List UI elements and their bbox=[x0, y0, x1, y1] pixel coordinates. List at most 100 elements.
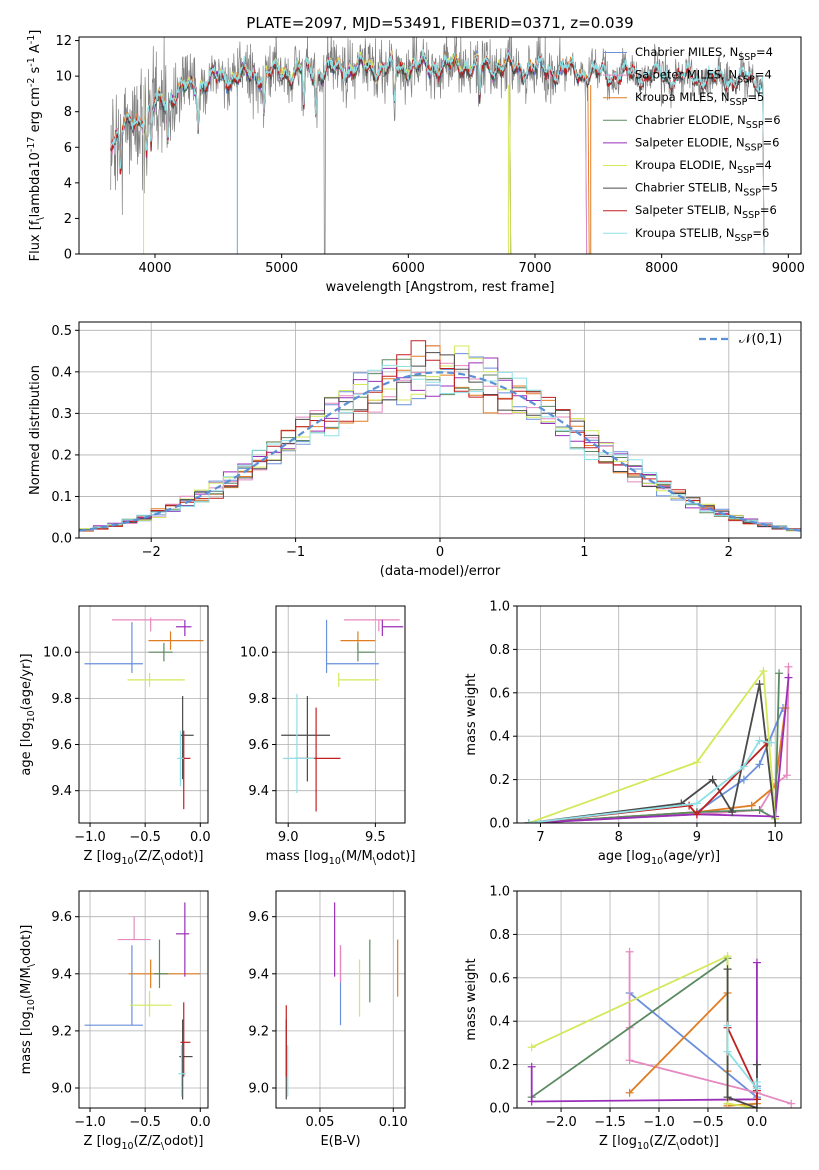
y-tick-label: 0.1 bbox=[51, 490, 72, 505]
y-tick-label: 0.6 bbox=[489, 971, 510, 986]
y-tick-label: 0.8 bbox=[489, 643, 510, 658]
model-line bbox=[110, 48, 765, 254]
weight-line bbox=[531, 954, 758, 1108]
x-tick-label: 0 bbox=[436, 545, 444, 560]
axes-layer: 4000 5000 6000 7000 8000 9000024681012wavelen… bbox=[19, 30, 805, 1152]
y-axis-label: Normed distribution bbox=[28, 365, 43, 495]
legend-entry: Kroupa ELODIE, NSSP=4 bbox=[635, 158, 772, 176]
x-tick-label: 0.0 bbox=[190, 830, 211, 845]
axes-frame bbox=[78, 36, 802, 255]
y-tick-label: 0.6 bbox=[489, 686, 510, 701]
plot-weight_vs_age bbox=[524, 662, 793, 823]
plot-mass_vs_ebv bbox=[285, 902, 399, 1100]
y-tick-label: 9.0 bbox=[51, 1082, 72, 1097]
axes-age_vs_Z: −1.0 −0.5 0.0 9.4 9.6 9.8 10.0 Z [log10(Z/Z\odo… bbox=[19, 605, 211, 867]
x-tick-label: −0.5 bbox=[129, 1115, 161, 1130]
weight-line bbox=[629, 992, 758, 1100]
weight-line bbox=[528, 673, 780, 823]
y-axis-label: mass weight bbox=[464, 673, 479, 755]
axes-frame bbox=[516, 890, 802, 1109]
model-line bbox=[110, 53, 765, 254]
x-tick-label: −2 bbox=[142, 545, 161, 560]
grid-age_vs_mass bbox=[276, 606, 405, 823]
x-tick-label: 0.10 bbox=[379, 1115, 408, 1130]
axis-mass_vs_Z: −1.0 −0.5 0.0 9.0 9.2 9.4 9.6 Z [log10(Z/Z\odot… bbox=[19, 890, 211, 1152]
axes-residuals: −2 −1 0 1 2 0.0 0.1 0.2 0.3 0.4 0.5 (data-model)/er… bbox=[28, 321, 802, 579]
axis-residuals: −2 −1 0 1 2 0.0 0.1 0.2 0.3 0.4 0.5 (data-model)/er… bbox=[28, 321, 802, 579]
y-tick-label: 0.5 bbox=[51, 324, 72, 339]
legend-entry: Salpeter STELIB, NSSP=6 bbox=[635, 203, 777, 221]
y-tick-label: 12 bbox=[55, 34, 72, 49]
legend-entry: Kroupa STELIB, NSSP=6 bbox=[635, 226, 769, 244]
y-tick-label: 0.2 bbox=[51, 448, 72, 463]
axis-spectrum: 4000 5000 6000 7000 8000 9000 0 2 4 6 8 10 12 wavelen… bbox=[26, 30, 805, 295]
y-tick-label: 9.2 bbox=[248, 1024, 269, 1039]
y-tick-label: 0.2 bbox=[489, 773, 510, 788]
x-axis-label: wavelength [Angstrom, rest frame] bbox=[326, 280, 555, 295]
y-tick-label: 0.0 bbox=[51, 532, 72, 547]
y-tick-label: 0.2 bbox=[489, 1058, 510, 1073]
y-tick-label: 9.8 bbox=[51, 692, 72, 707]
y-tick-label: 9.4 bbox=[51, 784, 72, 799]
y-tick-label: 4 bbox=[64, 176, 72, 191]
axis-age_vs_Z: −1.0 −0.5 0.0 9.4 9.6 9.8 10.0 Z [log10(Z/Z\odo… bbox=[19, 605, 211, 867]
y-tick-label: 0.0 bbox=[489, 817, 510, 832]
x-tick-label: 8 bbox=[615, 830, 623, 845]
y-axis-label: Flux [f\lambda10-17 erg cm-2 s-1 A-1] bbox=[26, 30, 46, 262]
x-tick-label: −0.5 bbox=[129, 830, 161, 845]
axes-mass_vs_Z: −1.0 −0.5 0.0 9.0 9.2 9.4 9.6 Z [log10(Z/Z\odot… bbox=[19, 890, 211, 1152]
legend-entry: Salpeter MILES, NSSP=4 bbox=[635, 68, 772, 86]
x-tick-label: 1 bbox=[580, 545, 588, 560]
y-axis-label: mass weight bbox=[464, 958, 479, 1040]
y-tick-label: 1.0 bbox=[489, 885, 510, 900]
axes-mass_vs_ebv: 0.05 0.10 9.0 9.2 9.4 9.6 E(B-V) bbox=[248, 890, 408, 1149]
y-tick-label: 0.4 bbox=[51, 365, 72, 380]
y-axis-label: age [log10(age/yr)] bbox=[19, 653, 37, 775]
x-tick-label: −1.5 bbox=[594, 1115, 626, 1130]
plot-residuals bbox=[79, 340, 801, 538]
plot-weight_vs_Z bbox=[527, 947, 796, 1108]
axes-weight_vs_age: 7 8 9 10 0.0 0.2 0.4 0.6 0.8 1.0 age [log10(age/yr… bbox=[464, 600, 802, 867]
grid-age_vs_Z bbox=[79, 606, 208, 823]
axes-weight_vs_Z: −2.0 −1.5 −1.0 −0.5 0.0 0.0 0.2 0.4 0.6 0.8 1.0 Z [… bbox=[464, 885, 802, 1152]
axis-weight_vs_age: 7 8 9 10 0.0 0.2 0.4 0.6 0.8 1.0 age [log10(age/yr… bbox=[464, 600, 802, 867]
y-tick-label: 1.0 bbox=[489, 600, 510, 615]
y-tick-label: 0.4 bbox=[489, 1015, 510, 1030]
y-tick-label: 10.0 bbox=[240, 646, 269, 661]
x-tick-label: 7000 bbox=[518, 261, 551, 276]
x-tick-label: −1.0 bbox=[74, 830, 106, 845]
y-tick-label: 9.8 bbox=[248, 692, 269, 707]
y-tick-label: 10.0 bbox=[43, 646, 72, 661]
grid-weight_vs_Z bbox=[517, 890, 801, 1109]
y-tick-label: 6 bbox=[64, 141, 72, 156]
x-tick-label: −1.0 bbox=[74, 1115, 106, 1130]
x-tick-label: 0.0 bbox=[747, 1115, 768, 1130]
x-axis-label: Z [log10(Z/Z\odot)] bbox=[84, 1134, 204, 1152]
axes-frame bbox=[516, 605, 802, 824]
axes-frame bbox=[78, 321, 802, 539]
y-tick-label: 9.6 bbox=[51, 910, 72, 925]
grid-mass_vs_Z bbox=[79, 891, 208, 1108]
x-tick-label: 2 bbox=[725, 545, 733, 560]
x-tick-label: −1.0 bbox=[643, 1115, 675, 1130]
legend-entry: Chabrier STELIB, NSSP=5 bbox=[635, 181, 778, 199]
histogram-step-line bbox=[79, 352, 801, 538]
x-tick-label: 9.5 bbox=[365, 830, 386, 845]
x-tick-label: 7 bbox=[536, 830, 544, 845]
x-axis-label: mass [log10(M/M\odot)] bbox=[266, 849, 416, 867]
x-axis-label: Z [log10(Z/Z\odot)] bbox=[84, 849, 204, 867]
weight-line bbox=[530, 962, 758, 1103]
plot-mass_vs_Z bbox=[84, 902, 201, 1100]
y-tick-label: 0 bbox=[64, 248, 72, 263]
histogram-step-line bbox=[79, 340, 801, 538]
x-tick-label: 5000 bbox=[265, 261, 298, 276]
x-tick-label: 10 bbox=[767, 830, 784, 845]
y-axis-label: mass [log10(M/M\odot)] bbox=[19, 925, 37, 1075]
plot-age_vs_mass bbox=[281, 619, 404, 812]
axis-weight_vs_Z: −2.0 −1.5 −1.0 −0.5 0.0 0.0 0.2 0.4 0.6 0.8 1.0 Z [… bbox=[464, 885, 802, 1152]
y-tick-label: 9.4 bbox=[51, 967, 72, 982]
grid-weight_vs_age bbox=[517, 605, 801, 824]
y-tick-label: 9.2 bbox=[51, 1024, 72, 1039]
axes-frame bbox=[275, 605, 406, 824]
y-tick-label: 9.0 bbox=[248, 1082, 269, 1097]
